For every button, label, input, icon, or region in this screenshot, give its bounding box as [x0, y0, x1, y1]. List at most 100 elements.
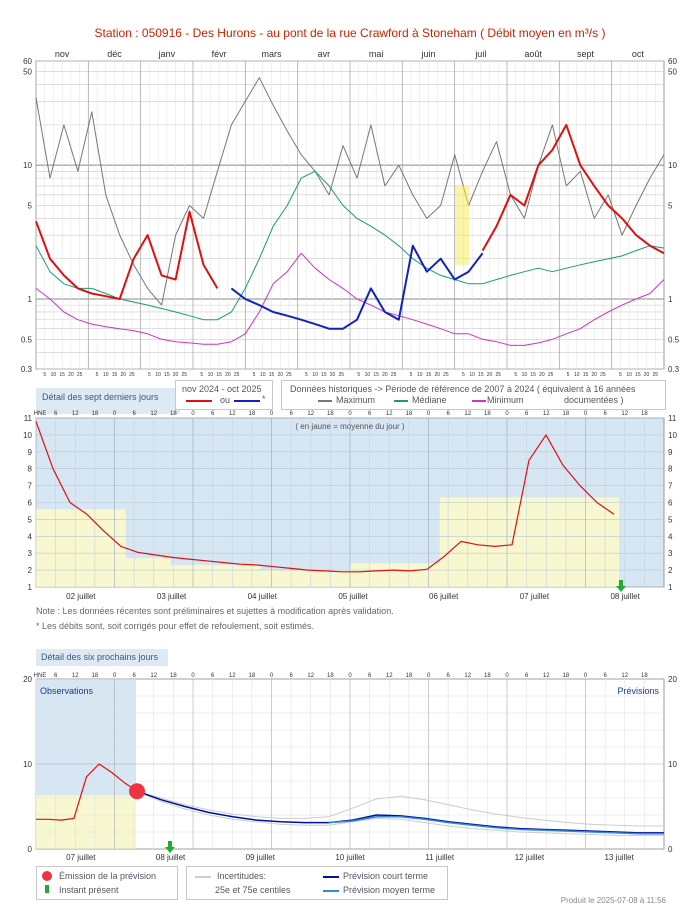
legend-documentees: documentées ) — [564, 395, 624, 405]
annual-day-tick: 20 — [277, 372, 283, 378]
week-hour-tick: 18 — [406, 411, 413, 417]
legend-line-min — [472, 400, 486, 402]
annual-day-tick: 15 — [321, 372, 327, 378]
annual-day-tick: 10 — [469, 372, 475, 378]
forecast-hour-tick: 6 — [289, 673, 293, 679]
forecast-day-label: 09 juillet — [246, 853, 276, 862]
annual-day-tick: 15 — [164, 372, 170, 378]
annual-day-tick: 5 — [514, 372, 517, 378]
annual-day-tick: 10 — [626, 372, 632, 378]
week-ytick-right: 7 — [668, 482, 673, 491]
week-ytick-left: 3 — [28, 549, 33, 558]
week-hour-tick: 6 — [368, 411, 372, 417]
forecast-day-label: 10 juillet — [335, 853, 365, 862]
annual-day-tick: 15 — [216, 372, 222, 378]
forecast-ytick-left: 0 — [28, 845, 33, 854]
annual-ytick-left: 50 — [23, 68, 32, 77]
week-ytick-left: 5 — [28, 515, 33, 524]
annual-day-tick: 20 — [644, 372, 650, 378]
legend-incert2: 25e et 75e centiles — [215, 885, 291, 895]
week-hour-tick: HNE — [34, 411, 47, 417]
forecast-instant-arrow — [165, 847, 175, 853]
legend-moyen: Prévision moyen terme — [343, 885, 436, 895]
annual-legend-current: nov 2024 - oct 2025 ou * — [175, 380, 273, 410]
week-ytick-left: 11 — [24, 414, 33, 423]
annual-day-tick: 25 — [495, 372, 501, 378]
annual-month-label: juil — [474, 49, 486, 59]
annual-day-tick: 5 — [43, 372, 46, 378]
forecast-hour-tick: 0 — [505, 673, 509, 679]
annual-day-tick: 10 — [522, 372, 528, 378]
annual-day-tick: 5 — [200, 372, 203, 378]
forecast-legend-markers: Émission de la prévision Instant présent — [36, 866, 178, 900]
forecast-day-label: 08 juillet — [156, 853, 186, 862]
legend-line-med — [394, 400, 408, 402]
forecast-hour-tick: 18 — [563, 673, 570, 679]
forecast-hour-tick: 12 — [307, 673, 314, 679]
annual-day-tick: 10 — [155, 372, 161, 378]
week-instant-arrow — [616, 586, 626, 592]
week-hour-tick: 0 — [191, 411, 195, 417]
legend-line-current — [186, 400, 212, 402]
week-day-label: 07 juillet — [520, 592, 550, 601]
forecast-hour-tick: 0 — [270, 673, 274, 679]
week-hour-tick: 6 — [211, 411, 215, 417]
forecast-hour-tick: 18 — [484, 673, 491, 679]
forecast-hour-tick: 12 — [621, 673, 628, 679]
legend-med: Médiane — [412, 395, 447, 405]
note-1: Note : Les données récentes sont prélimi… — [36, 606, 394, 616]
forecast-panel-header: Détail des six prochains jours — [36, 649, 168, 666]
week-hour-tick: 12 — [386, 411, 393, 417]
forecast-day-label: 11 juillet — [425, 853, 455, 862]
forecast-hour-tick: 6 — [368, 673, 372, 679]
week-ytick-right: 3 — [668, 549, 673, 558]
forecast-ytick-right: 20 — [668, 675, 677, 684]
instant-icon — [45, 885, 49, 893]
week-hour-tick: 6 — [603, 411, 607, 417]
week-hour-tick: 12 — [543, 411, 550, 417]
forecast-legend-lines: Incertitudes: 25e et 75e centiles Prévis… — [186, 866, 448, 900]
week-daily-mean-6 — [529, 497, 620, 587]
annual-day-tick: 25 — [234, 372, 240, 378]
annual-day-tick: 20 — [225, 372, 231, 378]
annual-day-tick: 5 — [567, 372, 570, 378]
annual-ytick-right: 60 — [668, 57, 677, 66]
forecast-hour-tick: 12 — [543, 673, 550, 679]
forecast-hour-tick: 18 — [249, 673, 256, 679]
annual-day-tick: 10 — [260, 372, 266, 378]
annual-day-tick: 15 — [530, 372, 536, 378]
legend-emission: Émission de la prévision — [59, 871, 157, 881]
annual-month-label: mars — [262, 49, 282, 59]
forecast-ytick-left: 20 — [23, 675, 32, 684]
week-ytick-left: 7 — [28, 482, 33, 491]
forecast-hour-tick: HNE — [34, 673, 47, 679]
week-day-label: 03 juillet — [157, 592, 187, 601]
note-2: * Les débits sont, soit corrigés pour ef… — [36, 621, 314, 631]
annual-month-label: mai — [369, 49, 384, 59]
forecast-hour-tick: 6 — [211, 673, 215, 679]
week-hour-tick: 18 — [484, 411, 491, 417]
annual-ytick-right: 50 — [668, 68, 677, 77]
annual-ytick-left: 0.5 — [21, 335, 33, 344]
forecast-hour-tick: 18 — [92, 673, 99, 679]
week-daily-mean-4 — [350, 563, 440, 587]
week-hour-tick: 6 — [446, 411, 450, 417]
week-hour-tick: 18 — [563, 411, 570, 417]
annual-series-3 — [35, 210, 219, 300]
annual-day-tick: 25 — [600, 372, 606, 378]
annual-day-tick: 15 — [478, 372, 484, 378]
forecast-hour-tick: 18 — [641, 673, 648, 679]
annual-day-tick: 15 — [583, 372, 589, 378]
forecast-hour-tick: 0 — [427, 673, 431, 679]
week-ytick-right: 2 — [668, 566, 673, 575]
annual-series-4 — [230, 244, 484, 330]
week-ytick-left: 9 — [28, 448, 33, 457]
week-instant-marker — [619, 580, 623, 588]
legend-line-moyen — [323, 890, 339, 892]
forecast-hour-tick: 12 — [464, 673, 471, 679]
annual-day-tick: 15 — [112, 372, 118, 378]
week-hour-tick: 6 — [289, 411, 293, 417]
annual-day-tick: 20 — [434, 372, 440, 378]
annual-current-highlight — [455, 185, 469, 265]
